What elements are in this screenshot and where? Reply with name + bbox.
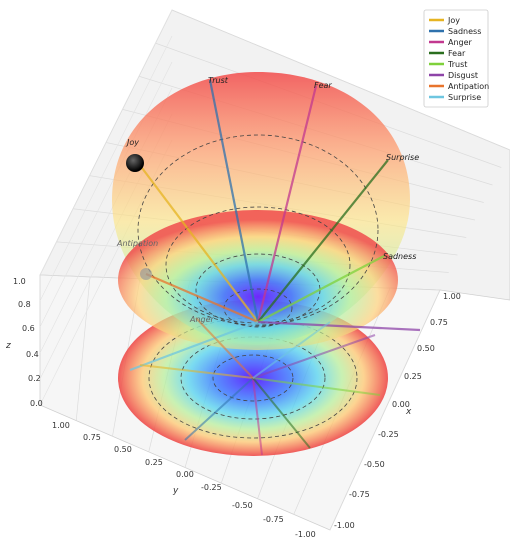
y-tick: 0.00 <box>176 470 194 479</box>
spoke-disgust <box>257 320 421 332</box>
y-axis-label: y <box>172 486 179 496</box>
legend-item-anger: Anger <box>448 38 473 47</box>
spoke-joy <box>135 159 259 323</box>
legend-item-sadness: Sadness <box>448 27 481 36</box>
emotion-spokes <box>129 79 421 456</box>
z-tick: 0.6 <box>22 324 35 333</box>
x-tick: -0.75 <box>349 490 370 499</box>
black-sphere-icon <box>126 154 144 172</box>
y-tick: 0.75 <box>83 433 101 442</box>
z-axis-label: z <box>5 341 11 351</box>
y-tick: -0.25 <box>201 483 222 492</box>
y-tick: -0.75 <box>263 515 284 524</box>
disc-spoke-anger <box>252 377 263 456</box>
annotation-anger: Anger <box>189 315 215 324</box>
spoke-trust <box>257 255 385 323</box>
emotion-bowl <box>112 72 410 350</box>
legend-item-joy: Joy <box>447 16 460 25</box>
z-tick: 0.4 <box>26 350 39 359</box>
annotation-sadness: Sadness <box>383 252 416 261</box>
y-tick: -1.00 <box>295 530 316 539</box>
annotation-surprise: Surprise <box>386 153 419 162</box>
y-tick: 1.00 <box>52 421 70 430</box>
z-tick: 0.2 <box>28 374 41 383</box>
spoke-sadness <box>208 79 260 323</box>
annotation-trust: Trust <box>208 76 229 85</box>
x-tick: 1.00 <box>443 292 461 301</box>
x-tick: -0.25 <box>378 430 399 439</box>
x-tick: -1.00 <box>334 521 355 530</box>
z-tick: 0.0 <box>30 399 43 408</box>
legend-item-disgust: Disgust <box>448 71 478 80</box>
spoke-fear <box>257 159 389 323</box>
z-tick: 1.0 <box>13 277 26 286</box>
disc-spoke-disgust <box>252 334 376 379</box>
x-tick: -0.50 <box>364 460 385 469</box>
legend-item-fear: Fear <box>448 49 466 58</box>
x-tick: 0.25 <box>404 372 422 381</box>
annotation-joy: Joy <box>125 138 139 147</box>
disc-spoke-surprise <box>252 321 331 379</box>
legend-item-trust: Trust <box>447 60 467 69</box>
disc-spoke-antipation <box>195 317 254 379</box>
spoke-anger <box>256 85 318 323</box>
x-axis: 1.00 0.75 0.50 0.25 0.00 -0.25 -0.50 -0.… <box>334 292 461 530</box>
y-tick: 0.25 <box>145 458 163 467</box>
disc-spoke-fear <box>252 377 311 449</box>
legend-item-antipation: Antipation <box>448 82 489 91</box>
spoke-antipation <box>145 272 259 324</box>
annotation-fear: Fear <box>314 81 332 90</box>
legend: Joy Sadness Anger Fear Trust Disgust Antipatio… <box>423 9 489 108</box>
disc-spoke-joy <box>139 364 254 379</box>
annotation-antipation: Antipation <box>116 239 158 248</box>
emotion-annotations: Trust Fear Surprise Sadness Joy Antipati… <box>116 76 419 324</box>
z-tick: 0.8 <box>18 300 31 309</box>
y-axis: 1.00 0.75 0.50 0.25 0.00 -0.25 -0.50 -0.… <box>52 421 316 539</box>
x-tick: 0.00 <box>392 400 410 409</box>
shadow-sphere-icon <box>140 268 152 280</box>
disc-spoke-sadness <box>184 377 254 441</box>
x-tick: 0.50 <box>417 344 435 353</box>
x-tick: 0.75 <box>430 318 448 327</box>
disc-spoke-trust <box>252 377 381 396</box>
spoke-surprise <box>129 320 259 372</box>
z-axis: 1.0 0.8 0.6 0.4 0.2 0.0 z <box>5 277 43 408</box>
y-tick: -0.50 <box>232 501 253 510</box>
x-axis-label: x <box>405 407 412 417</box>
legend-item-surprise: Surprise <box>448 93 481 102</box>
y-tick: 0.50 <box>114 445 132 454</box>
